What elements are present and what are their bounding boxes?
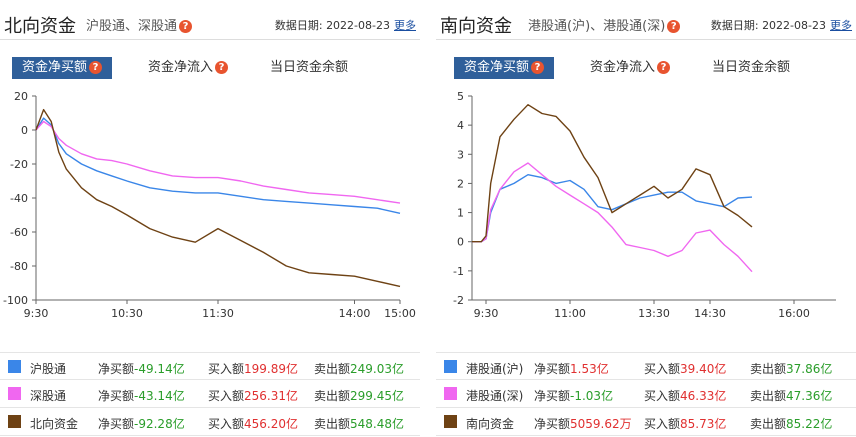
x-tick-label: 13:30 (638, 307, 670, 320)
y-tick-label: 5 (457, 90, 464, 103)
series-line-1 (35, 117, 401, 214)
legend-row: 港股通(深) 净买额-1.03亿 买入额46.33亿 卖出额47.36亿 (436, 380, 856, 408)
panel-title: 南向资金 (440, 16, 512, 37)
net-buy-value: 净买额-92.28亿 (98, 417, 185, 431)
series-line-2 (35, 120, 401, 204)
net-buy-value: 净买额-49.14亿 (98, 362, 185, 376)
legend-table: 沪股通 净买额-49.14亿 买入额199.89亿 卖出额249.03亿 深股通 净买额-… (0, 352, 420, 436)
buy-amount-value: 买入额85.73亿 (644, 417, 727, 431)
legend-row: 南向资金 净买额5059.62万 买入额85.73亿 卖出额85.22亿 (436, 408, 856, 436)
question-mark-icon[interactable]: ? (89, 61, 103, 74)
more-link[interactable]: 更多 (394, 19, 416, 32)
sell-amount-value: 卖出额299.45亿 (314, 389, 405, 403)
southbound-panel: 南向资金 港股通(沪)、港股通(深)? 数据日期: 2022-08-23 更多 资… (436, 0, 856, 437)
y-tick-label: 0 (457, 236, 464, 249)
buy-amount-value: 买入额256.31亿 (208, 389, 299, 403)
tab-daily-balance[interactable]: 当日资金余额 (712, 60, 791, 75)
y-tick-label: 1 (457, 207, 464, 220)
legend-swatch (444, 415, 457, 428)
southbound-line-chart: 5 4 3 2 1 0 -1 -2 9:30 11:00 13:30 14:30 16:00 (453, 90, 836, 320)
legend-row: 港股通(沪) 净买额1.53亿 买入额39.40亿 卖出额37.86亿 (436, 352, 856, 380)
more-link[interactable]: 更多 (830, 19, 852, 32)
x-tick-label: 9:30 (24, 307, 49, 320)
panel-header: 北向资金 沪股通、深股通? 数据日期: 2022-08-23 更多 (0, 0, 420, 40)
sell-amount-value: 卖出额548.48亿 (314, 417, 405, 431)
tab-net-inflow[interactable]: 资金净流入? (590, 57, 671, 79)
tab-net-buy[interactable]: 资金净买额? (12, 57, 113, 79)
x-tick-label: 15:00 (384, 307, 416, 320)
data-date: 数据日期: 2022-08-23 更多 (274, 19, 416, 32)
y-tick-label: -60 (10, 226, 28, 239)
legend-row: 沪股通 净买额-49.14亿 买入额199.89亿 卖出额249.03亿 (0, 352, 420, 380)
x-tick-label: 11:30 (202, 307, 234, 320)
tab-net-buy[interactable]: 资金净买额? (454, 57, 555, 79)
y-tick-label: -40 (10, 192, 28, 205)
series-line-3 (35, 108, 401, 288)
legend-swatch (8, 387, 21, 400)
tab-daily-balance[interactable]: 当日资金余额 (270, 60, 349, 75)
y-tick-label: 20 (14, 90, 28, 103)
panel-title: 北向资金 (4, 16, 76, 37)
x-tick-label: 11:00 (554, 307, 586, 320)
panel-header: 南向资金 港股通(沪)、港股通(深)? 数据日期: 2022-08-23 更多 (436, 0, 856, 40)
net-buy-value: 净买额5059.62万 (534, 417, 632, 431)
x-tick-label: 14:30 (694, 307, 726, 320)
tab-net-inflow[interactable]: 资金净流入? (148, 57, 229, 79)
data-date: 数据日期: 2022-08-23 更多 (710, 19, 852, 32)
x-tick-label: 10:30 (111, 307, 143, 320)
legend-row: 深股通 净买额-43.14亿 买入额256.31亿 卖出额299.45亿 (0, 380, 420, 408)
sell-amount-value: 卖出额85.22亿 (750, 417, 833, 431)
legend-swatch (444, 360, 457, 373)
y-tick-label: -100 (3, 294, 28, 307)
buy-amount-value: 买入额199.89亿 (208, 362, 299, 376)
buy-amount-value: 买入额456.20亿 (208, 417, 299, 431)
question-mark-icon[interactable]: ? (667, 20, 681, 33)
sell-amount-value: 卖出额37.86亿 (750, 362, 833, 376)
legend-name: 港股通(深) (466, 389, 524, 403)
y-tick-label: -1 (453, 265, 464, 278)
legend-swatch (8, 415, 21, 428)
net-buy-value: 净买额1.53亿 (534, 362, 609, 376)
legend-name: 沪股通 (30, 362, 67, 376)
y-tick-label: -20 (10, 158, 28, 171)
question-mark-icon[interactable]: ? (657, 61, 671, 74)
series-line-2 (472, 162, 753, 273)
series-line-3 (472, 104, 753, 243)
series-line-1 (472, 173, 753, 243)
buy-amount-value: 买入额46.33亿 (644, 389, 727, 403)
sell-amount-value: 卖出额249.03亿 (314, 362, 405, 376)
legend-row: 北向资金 净买额-92.28亿 买入额456.20亿 卖出额548.48亿 (0, 408, 420, 436)
y-tick-label: 3 (457, 148, 464, 161)
net-buy-value: 净买额-43.14亿 (98, 389, 185, 403)
x-tick-label: 9:30 (474, 307, 499, 320)
northbound-panel: 北向资金 沪股通、深股通? 数据日期: 2022-08-23 更多 资金净买额? … (0, 0, 420, 437)
legend-name: 深股通 (30, 389, 67, 403)
panel-subtitle: 港股通(沪)、港股通(深)? (528, 15, 681, 34)
x-tick-label: 16:00 (778, 307, 810, 320)
legend-name: 港股通(沪) (466, 362, 524, 376)
x-tick-label: 14:00 (339, 307, 371, 320)
buy-amount-value: 买入额39.40亿 (644, 362, 727, 376)
legend-swatch (8, 360, 21, 373)
panel-subtitle: 沪股通、深股通? (86, 15, 193, 34)
legend-name: 北向资金 (30, 417, 79, 431)
legend-swatch (444, 387, 457, 400)
legend-name: 南向资金 (466, 417, 515, 431)
y-tick-label: -2 (453, 294, 464, 307)
question-mark-icon[interactable]: ? (215, 61, 229, 74)
question-mark-icon[interactable]: ? (531, 61, 545, 74)
y-tick-label: 0 (21, 124, 28, 137)
question-mark-icon[interactable]: ? (179, 20, 193, 33)
sell-amount-value: 卖出额47.36亿 (750, 389, 833, 403)
legend-table: 港股通(沪) 净买额1.53亿 买入额39.40亿 卖出额37.86亿港股通(深) 净买… (436, 352, 856, 436)
y-tick-label: 4 (457, 119, 464, 132)
y-tick-label: -80 (10, 260, 28, 273)
net-buy-value: 净买额-1.03亿 (534, 389, 614, 403)
y-tick-label: 2 (457, 177, 464, 190)
